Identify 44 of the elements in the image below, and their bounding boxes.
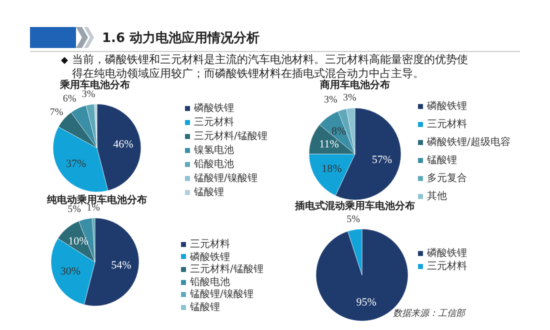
chart-title: 乘用车电池分布 — [59, 78, 131, 91]
legend-label: 磷酸铁锂/超级电容 — [426, 136, 512, 150]
legend-label: 锰酸锂 — [426, 154, 458, 168]
chart-title: 插电式混动乘用车电池分布 — [295, 201, 415, 212]
legend-label: 三元材料/锰酸锂 — [189, 264, 264, 276]
legend-label: 锰酸锂/镍酸锂 — [193, 172, 258, 186]
data-label: 3% — [324, 94, 338, 106]
legend-label: 磷酸铁锂 — [426, 247, 468, 260]
data-label: 37% — [66, 158, 86, 170]
legend-label: 三元材料 — [426, 118, 468, 132]
data-label: 11% — [319, 138, 339, 151]
legend-label: 磷酸铁锂 — [426, 100, 468, 114]
data-label: 10% — [68, 236, 88, 248]
legend-label: 三元材料 — [426, 260, 468, 273]
chart-title: 商用车电池分布 — [319, 78, 391, 92]
legend-label: 多元复合 — [426, 172, 468, 186]
legend-label: 三元材料/锰酸锂 — [193, 130, 268, 144]
legend-label: 磷酸铁锂 — [193, 102, 235, 116]
data-label: 30% — [60, 266, 81, 278]
legend-label: 三元材料 — [193, 116, 235, 130]
text: 当前，磷酸铁锂和三元材料是主流的汽车电池材料。三元材料高能量密度的优势使得在纯电动领域应用较广；而磷酸铁锂材料在插电式混合动力中占主导。 — [72, 53, 469, 80]
legend-label: 铅酸电池 — [189, 276, 231, 289]
data-label: 5% — [346, 214, 360, 226]
source-note: 数据来源：工信部 — [393, 308, 465, 320]
legend-label: 三元材料 — [189, 239, 231, 252]
legend-label: 锰酸锂/镍酸锂 — [189, 289, 254, 302]
data-label: 54% — [111, 259, 132, 272]
legend-label: 锰酸锂 — [193, 186, 225, 200]
data-label: 7% — [50, 106, 64, 118]
legend-label: 锰酸锂 — [189, 302, 221, 315]
text: 1.6 动力电池应用情况分析 — [102, 30, 260, 47]
data-label: 5% — [68, 204, 81, 215]
data-label: 3% — [343, 92, 356, 104]
data-label: 95% — [356, 296, 376, 308]
data-label: 8% — [331, 126, 346, 138]
legend-label: 铅酸电池 — [193, 158, 235, 172]
data-label: 46% — [113, 138, 134, 151]
data-label: 57% — [372, 154, 392, 166]
legend-label: 镍氢电池 — [193, 144, 235, 158]
data-label: 3% — [82, 89, 96, 100]
legend-label: 其他 — [426, 190, 448, 204]
data-label: 18% — [322, 162, 342, 175]
legend-label: 磷酸铁锂 — [189, 252, 231, 264]
data-label: 6% — [62, 94, 76, 105]
